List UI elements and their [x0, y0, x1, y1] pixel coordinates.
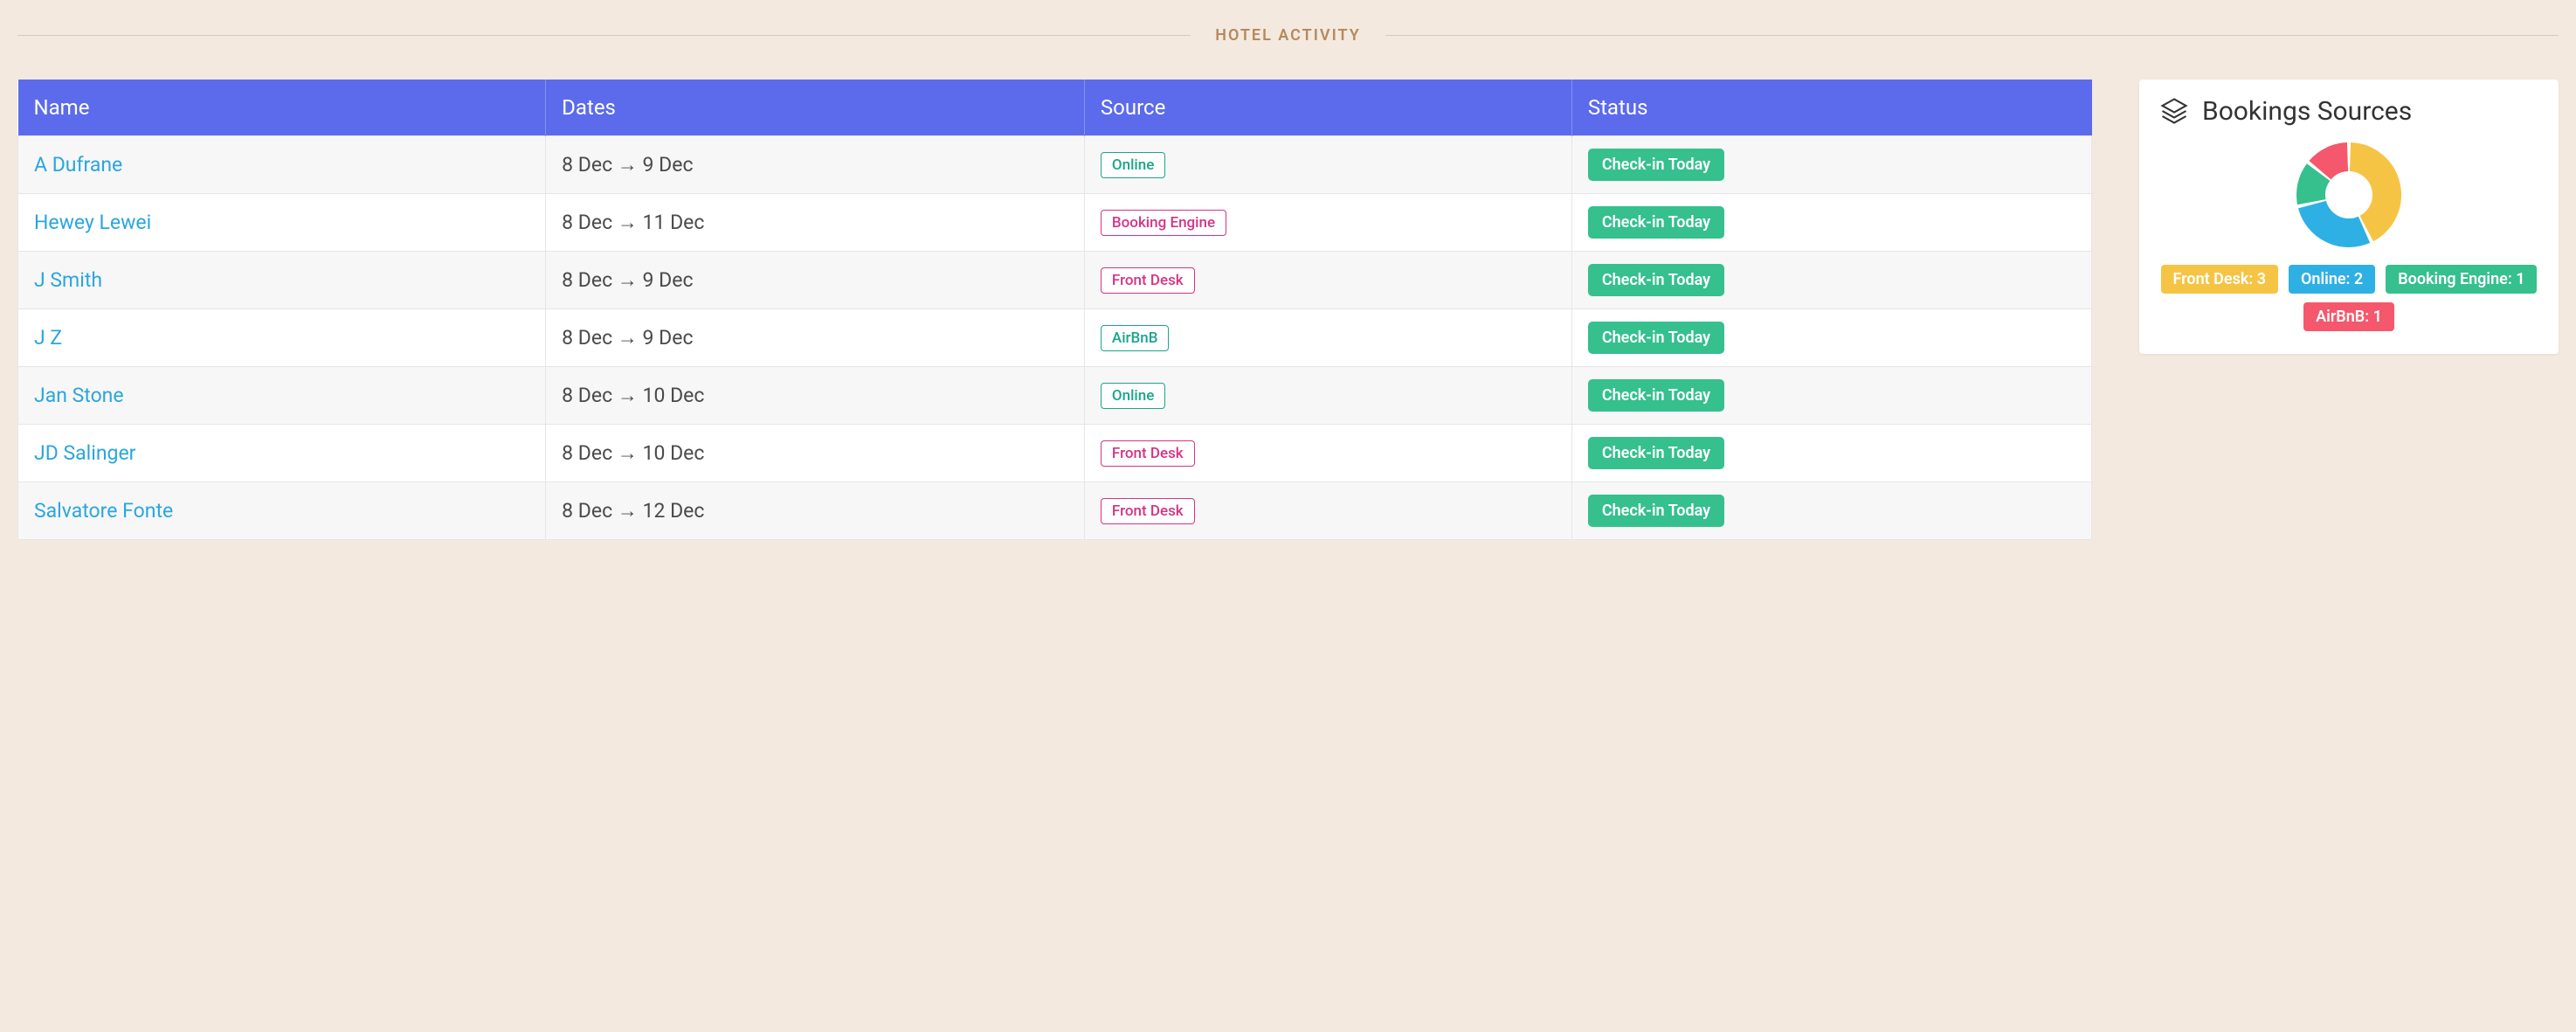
source-pill: Booking Engine — [1101, 210, 1226, 236]
cell-status: Check-in Today — [1571, 309, 2091, 367]
table-row: J Z 8 Dec → 9 Dec AirBnB Check-in Today — [18, 309, 2092, 367]
table-row: JD Salinger 8 Dec → 10 Dec Front Desk Check… — [18, 425, 2092, 482]
donut-slice — [2312, 204, 2365, 232]
table-row: Hewey Lewei 8 Dec → 11 Dec Booking Engine C… — [18, 194, 2092, 252]
guest-link[interactable]: J Smith — [34, 268, 102, 292]
status-badge[interactable]: Check-in Today — [1588, 495, 1724, 527]
guest-link[interactable]: Salvatore Fonte — [34, 499, 173, 523]
guest-link[interactable]: JD Salinger — [34, 441, 135, 465]
cell-name: Salvatore Fonte — [18, 482, 546, 540]
cell-source: Booking Engine — [1084, 194, 1571, 252]
cell-dates: 8 Dec → 9 Dec — [546, 252, 1085, 309]
legend-item: Online: 2 — [2289, 265, 2375, 294]
source-pill: Front Desk — [1101, 267, 1195, 294]
cell-source: Online — [1084, 367, 1571, 425]
section-title: HOTEL ACTIVITY — [1215, 26, 1361, 45]
table-row: J Smith 8 Dec → 9 Dec Front Desk Check-in T… — [18, 252, 2092, 309]
col-status: Status — [1571, 80, 2091, 136]
guest-link[interactable]: Jan Stone — [34, 384, 124, 407]
cell-status: Check-in Today — [1571, 367, 2091, 425]
guest-link[interactable]: A Dufrane — [34, 153, 122, 177]
section-header: HOTEL ACTIVITY — [17, 26, 2559, 45]
status-badge[interactable]: Check-in Today — [1588, 322, 1724, 354]
col-dates: Dates — [546, 80, 1085, 136]
donut-slice — [2311, 172, 2319, 202]
cell-dates: 8 Dec → 10 Dec — [546, 425, 1085, 482]
cell-source: Online — [1084, 136, 1571, 194]
donut-chart-wrap — [2158, 142, 2539, 247]
cell-name: J Smith — [18, 252, 546, 309]
source-pill: Front Desk — [1101, 498, 1195, 524]
cell-dates: 8 Dec → 9 Dec — [546, 136, 1085, 194]
donut-chart — [2296, 142, 2401, 247]
cell-source: AirBnB — [1084, 309, 1571, 367]
donut-slice — [2320, 157, 2348, 170]
activity-table: Name Dates Source Status A Dufrane 8 Dec … — [17, 80, 2092, 540]
layers-icon — [2158, 95, 2190, 127]
source-pill: AirBnB — [1101, 325, 1170, 351]
cell-status: Check-in Today — [1571, 194, 2091, 252]
divider-left — [17, 35, 1191, 36]
source-pill: Online — [1101, 383, 1165, 409]
legend-item: AirBnB: 1 — [2303, 302, 2394, 331]
bookings-sources-card: Bookings Sources Front Desk: 3 Online: 2 B… — [2139, 80, 2559, 354]
cell-source: Front Desk — [1084, 425, 1571, 482]
table-header-row: Name Dates Source Status — [18, 80, 2092, 136]
card-title: Bookings Sources — [2202, 96, 2412, 127]
cell-name: Hewey Lewei — [18, 194, 546, 252]
guest-link[interactable]: J Z — [34, 326, 62, 350]
table-row: A Dufrane 8 Dec → 9 Dec Online Check-in Tod… — [18, 136, 2092, 194]
cell-source: Front Desk — [1084, 252, 1571, 309]
cell-status: Check-in Today — [1571, 136, 2091, 194]
cell-status: Check-in Today — [1571, 482, 2091, 540]
cell-name: J Z — [18, 309, 546, 367]
status-badge[interactable]: Check-in Today — [1588, 149, 1724, 181]
legend: Front Desk: 3 Online: 2 Booking Engine: 1 A… — [2158, 265, 2539, 331]
card-title-row: Bookings Sources — [2158, 95, 2539, 127]
cell-name: A Dufrane — [18, 136, 546, 194]
table-row: Jan Stone 8 Dec → 10 Dec Online Check-in To… — [18, 367, 2092, 425]
status-badge[interactable]: Check-in Today — [1588, 264, 1724, 296]
cell-dates: 8 Dec → 11 Dec — [546, 194, 1085, 252]
status-badge[interactable]: Check-in Today — [1588, 206, 1724, 239]
table-row: Salvatore Fonte 8 Dec → 12 Dec Front Desk C… — [18, 482, 2092, 540]
cell-status: Check-in Today — [1571, 425, 2091, 482]
guest-link[interactable]: Hewey Lewei — [34, 211, 151, 234]
source-pill: Front Desk — [1101, 440, 1195, 467]
legend-item: Front Desk: 3 — [2161, 265, 2279, 294]
cell-source: Front Desk — [1084, 482, 1571, 540]
cell-name: Jan Stone — [18, 367, 546, 425]
legend-item: Booking Engine: 1 — [2386, 265, 2537, 294]
divider-right — [1385, 35, 2559, 36]
cell-dates: 8 Dec → 12 Dec — [546, 482, 1085, 540]
col-name: Name — [18, 80, 546, 136]
content-row: Name Dates Source Status A Dufrane 8 Dec … — [17, 80, 2559, 540]
source-pill: Online — [1101, 152, 1165, 178]
cell-dates: 8 Dec → 9 Dec — [546, 309, 1085, 367]
cell-dates: 8 Dec → 10 Dec — [546, 367, 1085, 425]
status-badge[interactable]: Check-in Today — [1588, 437, 1724, 469]
cell-status: Check-in Today — [1571, 252, 2091, 309]
col-source: Source — [1084, 80, 1571, 136]
cell-name: JD Salinger — [18, 425, 546, 482]
status-badge[interactable]: Check-in Today — [1588, 379, 1724, 412]
